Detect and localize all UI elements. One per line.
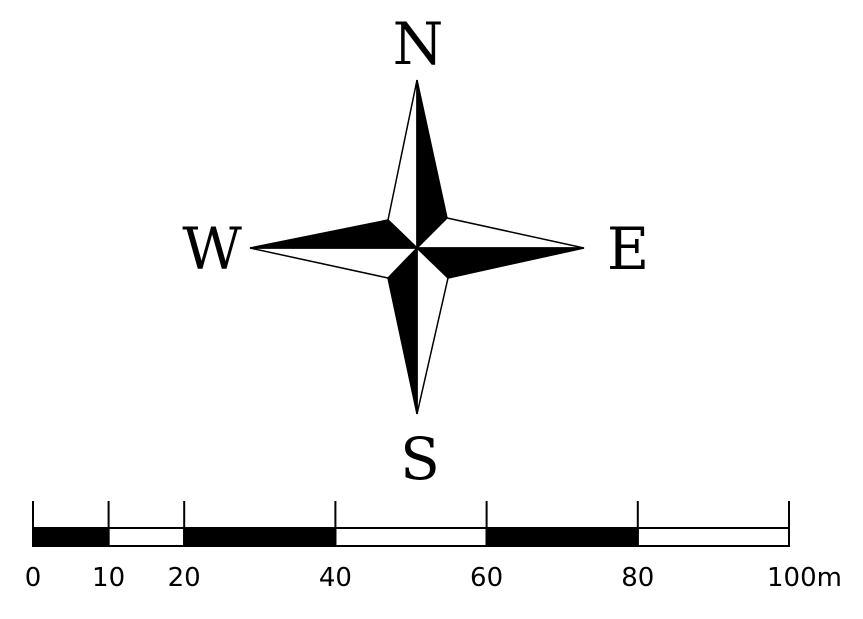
compass-west-arm-light: [249, 247, 419, 279]
east-label: E: [607, 215, 649, 283]
compass-rose: [249, 79, 585, 415]
scale-bar-ticks: [32, 501, 790, 546]
scale-segment-0: [32, 527, 110, 547]
scale-segment-1: [107, 527, 186, 547]
compass-east-arm-light: [415, 217, 585, 249]
compass-north-arm-light: [387, 79, 418, 250]
west-label: W: [182, 215, 242, 283]
scale-label-5: 80: [621, 563, 654, 593]
scale-label-2: 20: [168, 563, 201, 593]
scale-label-6: 100m: [767, 563, 842, 593]
compass-west-arm-dark: [249, 219, 419, 249]
scale-label-1: 10: [92, 563, 125, 593]
north-label: N: [393, 10, 444, 78]
south-label: S: [400, 425, 440, 493]
scale-segment-4: [485, 527, 639, 547]
scale-bar-segments: [32, 527, 790, 547]
scale-bar: 0 10 20 40 60 80 100m: [25, 501, 842, 593]
scale-label-4: 60: [470, 563, 503, 593]
scale-label-0: 0: [25, 563, 42, 593]
scale-label-3: 40: [319, 563, 352, 593]
compass-south-arm-light: [416, 246, 449, 415]
scale-bar-labels: 0 10 20 40 60 80 100m: [25, 563, 842, 593]
scale-segment-2: [183, 527, 337, 547]
scale-segment-3: [334, 527, 488, 547]
scale-segment-5: [636, 527, 790, 547]
